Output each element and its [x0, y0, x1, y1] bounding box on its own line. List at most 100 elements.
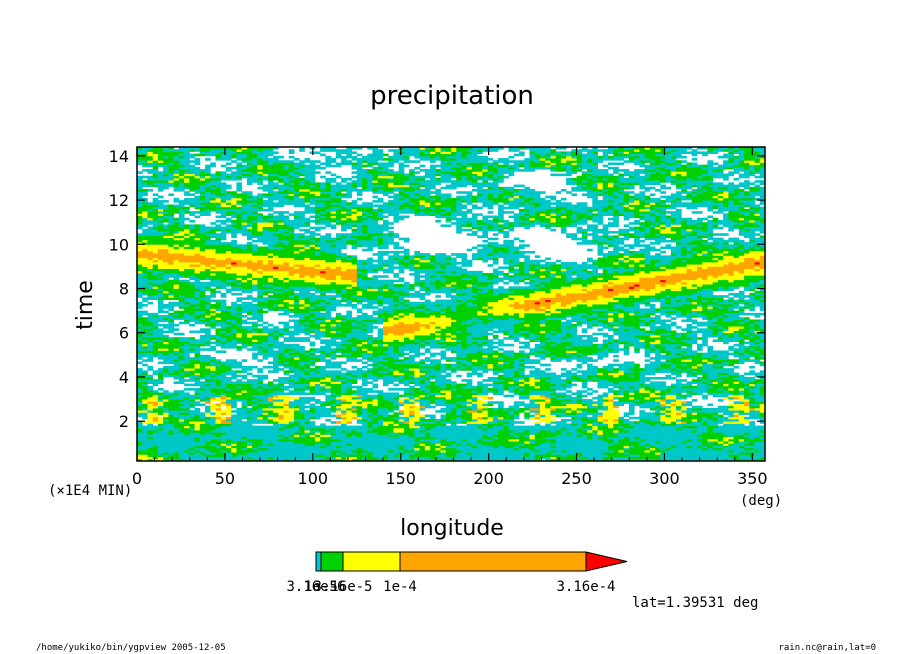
- heatmap-cell: [461, 394, 468, 398]
- heatmap-cell: [178, 396, 185, 400]
- heatmap-cell: [728, 394, 734, 398]
- heatmap-cell: [335, 449, 342, 453]
- heatmap-cell: [639, 418, 646, 422]
- heatmap-cell: [477, 365, 483, 369]
- heatmap-cell: [555, 452, 562, 455]
- heatmap-cell: [246, 394, 253, 398]
- heatmap-cell: [581, 434, 588, 438]
- heatmap-cell: [592, 445, 598, 449]
- heatmap-cell: [435, 383, 441, 387]
- heatmap-cell: [246, 443, 253, 446]
- heatmap-cell: [613, 434, 619, 438]
- heatmap-cell: [649, 430, 656, 433]
- heatmap-cell: [409, 430, 415, 433]
- heatmap-cell: [137, 449, 143, 453]
- heatmap-cell: [225, 388, 232, 391]
- heatmap-cell: [278, 401, 284, 404]
- heatmap-cell: [273, 430, 279, 433]
- heatmap-cell: [299, 399, 305, 402]
- heatmap-cell: [649, 441, 656, 444]
- heatmap-cell: [665, 407, 672, 411]
- heatmap-cell: [608, 416, 614, 420]
- heatmap-cell: [246, 434, 253, 438]
- heatmap-cell: [168, 396, 175, 400]
- heatmap-cell: [712, 434, 719, 438]
- heatmap-cell: [456, 399, 462, 402]
- heatmap-cell: [189, 421, 195, 424]
- heatmap-cell: [199, 418, 206, 422]
- heatmap-cell: [215, 405, 222, 409]
- heatmap-cell: [309, 368, 316, 371]
- heatmap-cell: [163, 445, 169, 449]
- heatmap-cell: [519, 394, 525, 398]
- heatmap-cell: [273, 365, 279, 369]
- heatmap-cell: [424, 438, 431, 442]
- heatmap-cell: [744, 407, 750, 411]
- heatmap-cell: [309, 388, 316, 391]
- heatmap-cell: [749, 392, 755, 396]
- heatmap-cell: [419, 388, 426, 391]
- heatmap-cell: [189, 449, 195, 453]
- heatmap-cell: [231, 392, 237, 396]
- heatmap-cell: [513, 414, 520, 418]
- heatmap-cell: [702, 427, 708, 431]
- heatmap-cell: [142, 447, 148, 451]
- heatmap-cell: [560, 445, 567, 449]
- heatmap-cell: [608, 405, 614, 409]
- heatmap-cell: [623, 414, 630, 418]
- heatmap-cells: [137, 147, 766, 462]
- heatmap-cell: [320, 401, 326, 404]
- heatmap-cell: [513, 383, 520, 387]
- heatmap-cell: [728, 390, 734, 393]
- heatmap-cell: [728, 403, 734, 407]
- heatmap-cell: [744, 436, 750, 440]
- heatmap-cell: [592, 401, 598, 404]
- heatmap-cell: [325, 454, 332, 457]
- heatmap-cell: [634, 449, 640, 453]
- heatmap-cell: [351, 403, 358, 407]
- heatmap-cell: [299, 403, 305, 407]
- heatmap-cell: [356, 414, 363, 418]
- heatmap-cell: [566, 396, 572, 400]
- heatmap-cell: [456, 434, 462, 438]
- heatmap-cell: [686, 383, 693, 387]
- heatmap-cell: [655, 365, 661, 369]
- heatmap-cell: [702, 432, 708, 435]
- heatmap-cell: [393, 443, 400, 446]
- heatmap-cell: [529, 394, 536, 398]
- heatmap-cell: [163, 365, 169, 369]
- heatmap-cell: [325, 412, 332, 415]
- heatmap-cell: [430, 365, 436, 369]
- heatmap-cell: [184, 447, 190, 451]
- heatmap-cell: [252, 445, 258, 449]
- heatmap-cell: [560, 432, 567, 435]
- heatmap-cell: [273, 407, 279, 411]
- heatmap-cell: [644, 434, 651, 438]
- heatmap-cell: [503, 436, 509, 440]
- heatmap-cell: [210, 388, 216, 391]
- heatmap-cell: [409, 423, 415, 427]
- heatmap-cell: [163, 447, 169, 451]
- heatmap-cell: [539, 452, 546, 455]
- heatmap-cell: [759, 401, 766, 404]
- heatmap-cell: [430, 390, 436, 393]
- heatmap-cell: [398, 388, 405, 391]
- heatmap-cell: [445, 443, 452, 446]
- heatmap-cell: [492, 432, 499, 435]
- heatmap-cell: [655, 388, 661, 391]
- heatmap-cell: [587, 454, 593, 457]
- heatmap-cell: [539, 447, 546, 451]
- heatmap-cell: [257, 432, 263, 435]
- heatmap-cell: [189, 454, 195, 457]
- heatmap-cell: [492, 423, 499, 427]
- heatmap-cell: [215, 445, 222, 449]
- heatmap-cell: [508, 445, 515, 449]
- heatmap-cell: [414, 434, 420, 438]
- heatmap-cell: [325, 394, 332, 398]
- heatmap-cell: [320, 458, 326, 462]
- heatmap-cell: [435, 441, 441, 444]
- heatmap-cell: [184, 416, 190, 420]
- heatmap-cell: [356, 412, 363, 415]
- heatmap-cell: [320, 436, 326, 440]
- heatmap-cell: [529, 454, 536, 457]
